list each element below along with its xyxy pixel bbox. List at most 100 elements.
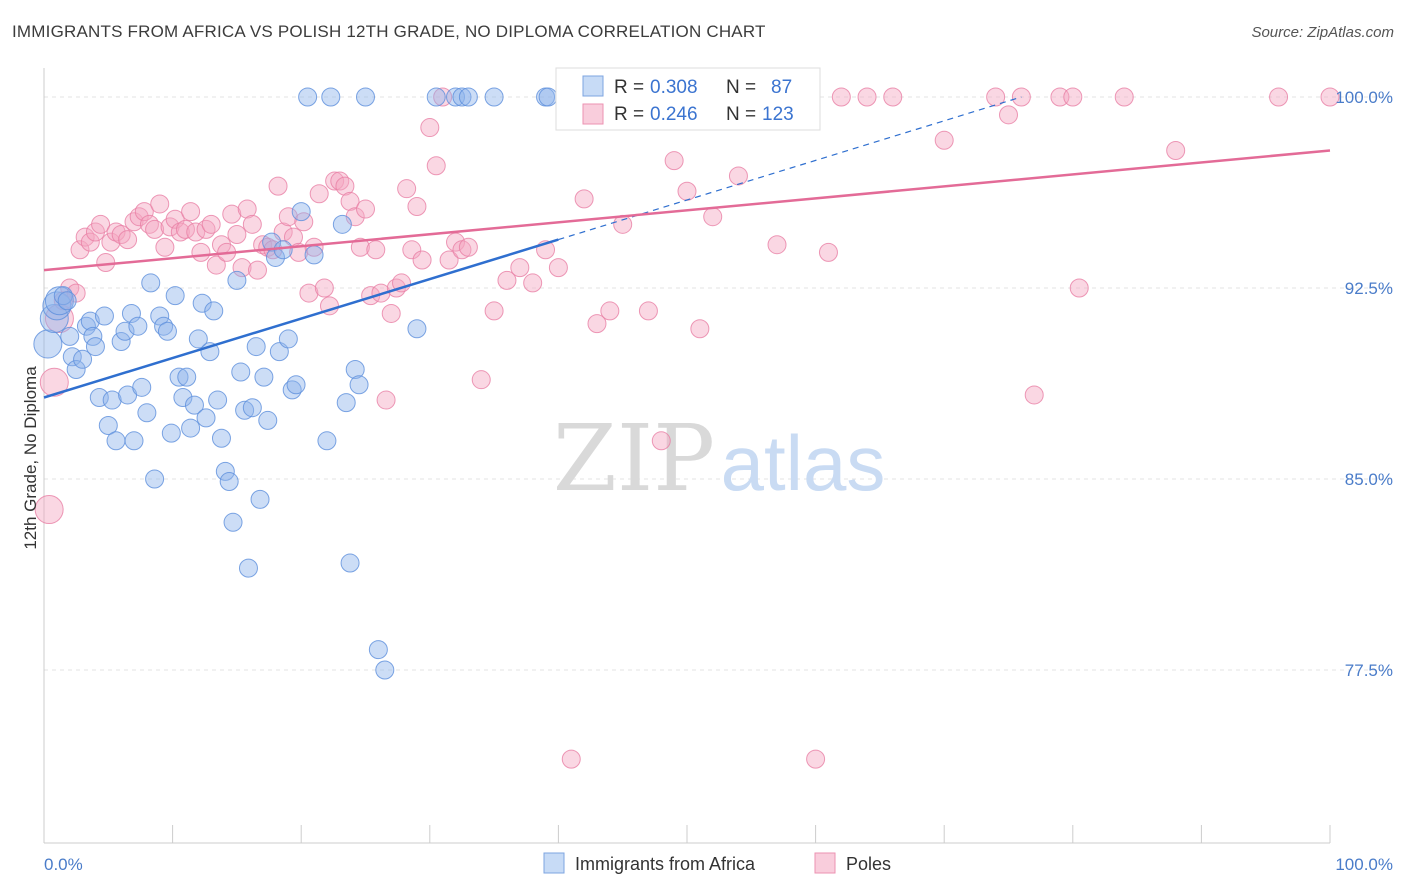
poles-point-27: [181, 202, 201, 222]
poles-point-118: [1069, 278, 1089, 298]
poles-point-37: [232, 258, 252, 278]
poles-point-8: [80, 232, 100, 252]
poles-point-58: [340, 191, 360, 211]
africa-point-27: [141, 273, 161, 293]
africa-point-45: [211, 428, 231, 448]
africa-point-74: [349, 375, 369, 395]
poles-point-6: [70, 240, 90, 260]
poles-point-96: [677, 181, 697, 201]
poles-point-66: [381, 303, 401, 323]
poles-point-67: [386, 278, 406, 298]
poles-point-16: [124, 212, 144, 232]
africa-point-55: [250, 489, 270, 509]
africa-point-43: [204, 301, 224, 321]
poles-point-51: [304, 237, 324, 257]
africa-point-32: [161, 423, 181, 443]
grid-lines: [44, 96, 1393, 671]
africa-point-17: [102, 390, 122, 410]
africa-point-37: [181, 418, 201, 438]
poles-point-55: [325, 171, 345, 191]
poles-point-97: [690, 319, 710, 339]
africa-point-18: [106, 431, 126, 451]
poles-point-24: [165, 209, 185, 229]
africa-point-49: [227, 270, 247, 290]
africa-point-0: [33, 329, 63, 359]
legend-r-value-2: 0.246: [650, 104, 698, 125]
poles-point-18: [134, 202, 154, 222]
africa-point-48: [223, 512, 243, 532]
africa-point-36: [177, 367, 197, 387]
legend-swatch-poles: [582, 103, 604, 125]
africa-point-85: [538, 87, 558, 107]
y-tick-label-0: 100.0%: [1335, 88, 1393, 107]
poles-point-39: [242, 214, 262, 234]
africa-point-31: [157, 321, 177, 341]
africa-point-4: [53, 286, 73, 306]
poles-point-4: [60, 278, 80, 298]
poles-point-98: [703, 207, 723, 227]
poles-point-86: [548, 258, 568, 278]
africa-point-54: [246, 337, 266, 357]
poles-point-57: [335, 176, 355, 196]
africa-point-79: [426, 87, 446, 107]
poles-point-119: [1114, 87, 1134, 107]
x-tick-labels: 0.0% 100.0%: [44, 855, 1393, 874]
poles-point-77: [446, 232, 466, 252]
africa-point-70: [332, 214, 352, 234]
africa-point-63: [282, 380, 302, 400]
y-tick-label-1: 92.5%: [1345, 279, 1393, 298]
poles-point-106: [806, 749, 826, 769]
africa-point-82: [458, 87, 478, 107]
poles-point-93: [638, 301, 658, 321]
poles-point-95: [664, 151, 684, 171]
africa-point-28: [145, 469, 165, 489]
poles-point-81: [484, 301, 504, 321]
source-note: Source: ZipAtlas.com: [1251, 24, 1394, 41]
poles-point-13: [106, 222, 126, 242]
poles-point-31: [201, 214, 221, 234]
poles-point-0: [34, 495, 64, 525]
poles-point-110: [883, 87, 903, 107]
poles-point-63: [366, 240, 386, 260]
legend-n-value-2: 123: [762, 104, 794, 125]
poles-point-90: [600, 301, 620, 321]
bottom-legend-label-africa: Immigrants from Africa: [575, 854, 756, 874]
africa-point-34: [169, 367, 189, 387]
africa-point-33: [165, 286, 185, 306]
africa-point-66: [298, 87, 318, 107]
poles-point-40: [247, 260, 267, 280]
africa-point-16: [98, 416, 118, 436]
africa-point-75: [356, 87, 375, 107]
legend-n-label-2: N =: [726, 104, 756, 125]
legend-swatch-africa: [582, 75, 604, 97]
africa-point-47: [219, 472, 239, 492]
africa-point-61: [273, 240, 293, 260]
poles-point-29: [191, 242, 211, 262]
africa-point-78: [407, 319, 427, 339]
legend-r-label-1: R =: [614, 77, 644, 98]
africa-point-8: [66, 359, 86, 379]
poles-point-25: [170, 222, 190, 242]
africa-point-15: [94, 306, 114, 326]
bottom-legend-label-poles: Poles: [846, 854, 891, 874]
series-poles-points: [34, 87, 1340, 769]
series-africa-points: [33, 87, 581, 680]
y-tick-label-2: 85.0%: [1345, 470, 1393, 489]
poles-point-113: [999, 105, 1018, 125]
poles-point-72: [412, 250, 432, 270]
poles-point-87: [561, 749, 581, 769]
poles-point-61: [356, 199, 375, 219]
poles-point-82: [497, 270, 517, 290]
poles-point-73: [420, 118, 440, 138]
poles-point-122: [1320, 87, 1340, 107]
poles-point-71: [407, 197, 427, 217]
poles-point-117: [1063, 87, 1083, 107]
africa-point-38: [184, 395, 204, 415]
africa-point-64: [286, 375, 306, 395]
africa-point-83: [484, 87, 504, 107]
africa-point-35: [173, 388, 193, 408]
poles-point-80: [471, 370, 491, 390]
poles-point-46: [278, 207, 298, 227]
africa-point-57: [258, 410, 278, 430]
